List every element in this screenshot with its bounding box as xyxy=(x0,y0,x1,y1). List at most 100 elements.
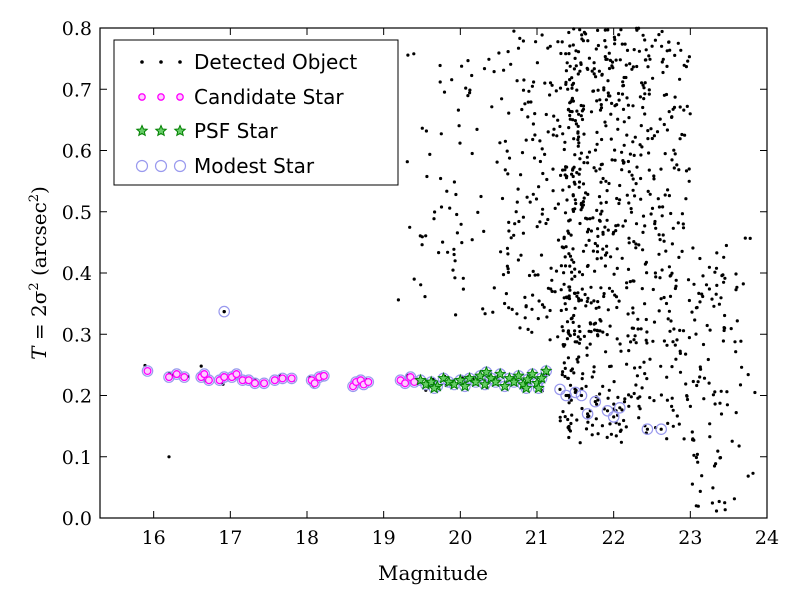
detected-object-point xyxy=(559,308,563,313)
detected-object-point xyxy=(655,130,660,134)
detected-object-point xyxy=(408,225,412,229)
detected-object-point xyxy=(568,264,572,268)
detected-object-point xyxy=(631,177,635,181)
psf-star-point xyxy=(428,381,441,394)
detected-object-point xyxy=(619,428,623,432)
x-tick-label: 18 xyxy=(295,527,319,549)
detected-object-point xyxy=(609,432,614,436)
detected-object-point xyxy=(644,317,648,322)
detected-object-point xyxy=(455,231,459,235)
detected-object-point xyxy=(537,185,541,189)
detected-object-point xyxy=(644,58,648,62)
detected-object-point xyxy=(663,152,667,156)
detected-object-point xyxy=(626,312,630,316)
detected-object-point xyxy=(521,88,526,92)
detected-object-point xyxy=(664,249,668,253)
detected-object-point xyxy=(565,61,569,65)
detected-object-point xyxy=(577,297,581,301)
detected-object-point xyxy=(609,137,613,141)
detected-object-point xyxy=(577,299,581,303)
detected-object-point xyxy=(640,287,644,291)
detected-object-point xyxy=(556,335,560,339)
detected-object-point xyxy=(643,38,647,42)
detected-object-point xyxy=(531,137,535,142)
detected-object-point xyxy=(734,272,738,276)
detected-object-point xyxy=(596,43,601,48)
detected-object-point xyxy=(739,339,743,343)
detected-object-point xyxy=(568,64,572,68)
y-tick-label: 0.3 xyxy=(62,324,92,346)
modest-star-point xyxy=(141,365,154,377)
detected-object-point xyxy=(645,330,649,334)
detected-object-point xyxy=(578,221,582,226)
detected-object-point xyxy=(531,192,535,196)
detected-object-point xyxy=(543,81,547,85)
detected-object-point xyxy=(571,320,575,324)
detected-object-point xyxy=(577,270,582,274)
detected-object-point xyxy=(637,49,642,53)
candidate-star-point xyxy=(401,379,410,388)
legend-entry: Detected Object xyxy=(140,50,357,74)
detected-object-point xyxy=(593,400,597,404)
detected-object-point xyxy=(603,55,607,59)
detected-object-point xyxy=(594,75,598,79)
detected-object-point xyxy=(563,366,567,370)
detected-object-point xyxy=(451,268,455,272)
detected-object-point xyxy=(735,319,739,323)
detected-object-point xyxy=(582,30,587,34)
detected-object-point xyxy=(570,76,574,80)
detected-object-point xyxy=(737,444,741,448)
detected-object-point xyxy=(606,91,610,95)
detected-object-point xyxy=(589,301,593,305)
detected-object-point xyxy=(667,194,672,198)
detected-object-point xyxy=(608,324,612,328)
detected-object-point xyxy=(580,37,584,41)
detected-object-point xyxy=(645,377,649,381)
detected-object-point xyxy=(568,334,572,338)
detected-object-point xyxy=(596,432,600,436)
detected-object-point xyxy=(696,460,700,464)
detected-object-point xyxy=(604,45,608,49)
detected-object-point xyxy=(687,298,692,303)
detected-object-point xyxy=(659,427,663,431)
detected-object-point xyxy=(634,222,639,226)
detected-object-point xyxy=(611,66,615,70)
detected-object-point xyxy=(722,328,726,333)
detected-object-point xyxy=(694,332,698,336)
detected-object-point xyxy=(714,292,718,296)
detected-object-point xyxy=(439,132,443,136)
detected-object-point xyxy=(635,165,639,169)
detected-object-point xyxy=(627,116,631,120)
candidate-star-point xyxy=(220,373,229,382)
detected-object-point xyxy=(577,135,581,139)
detected-object-point xyxy=(602,292,606,296)
detected-object-point xyxy=(597,195,602,199)
detected-object-point xyxy=(615,247,619,251)
psf-star-point xyxy=(454,373,467,386)
legend-marker-candidate xyxy=(138,93,146,101)
detected-object-point xyxy=(601,176,605,181)
detected-object-point xyxy=(521,215,526,219)
detected-object-point xyxy=(681,226,686,230)
detected-object-point xyxy=(600,424,605,428)
legend-marker-candidate xyxy=(157,93,165,101)
detected-object-point xyxy=(577,172,581,176)
detected-object-point xyxy=(584,216,588,220)
detected-object-point xyxy=(457,124,461,128)
detected-object-point xyxy=(604,179,608,183)
detected-object-point xyxy=(544,221,548,226)
detected-object-point xyxy=(660,60,664,64)
detected-object-point xyxy=(589,229,594,233)
detected-object-point xyxy=(652,399,656,403)
x-tick-label: 21 xyxy=(525,527,549,549)
candidate-star-point xyxy=(250,379,259,388)
detected-object-point xyxy=(678,349,682,353)
detected-object-point xyxy=(482,229,486,233)
detected-object-point xyxy=(535,61,540,65)
detected-object-point xyxy=(556,40,560,44)
detected-object-point xyxy=(708,435,712,439)
detected-object-point xyxy=(579,298,584,302)
detected-object-point xyxy=(695,452,700,456)
detected-object-point xyxy=(599,201,603,205)
